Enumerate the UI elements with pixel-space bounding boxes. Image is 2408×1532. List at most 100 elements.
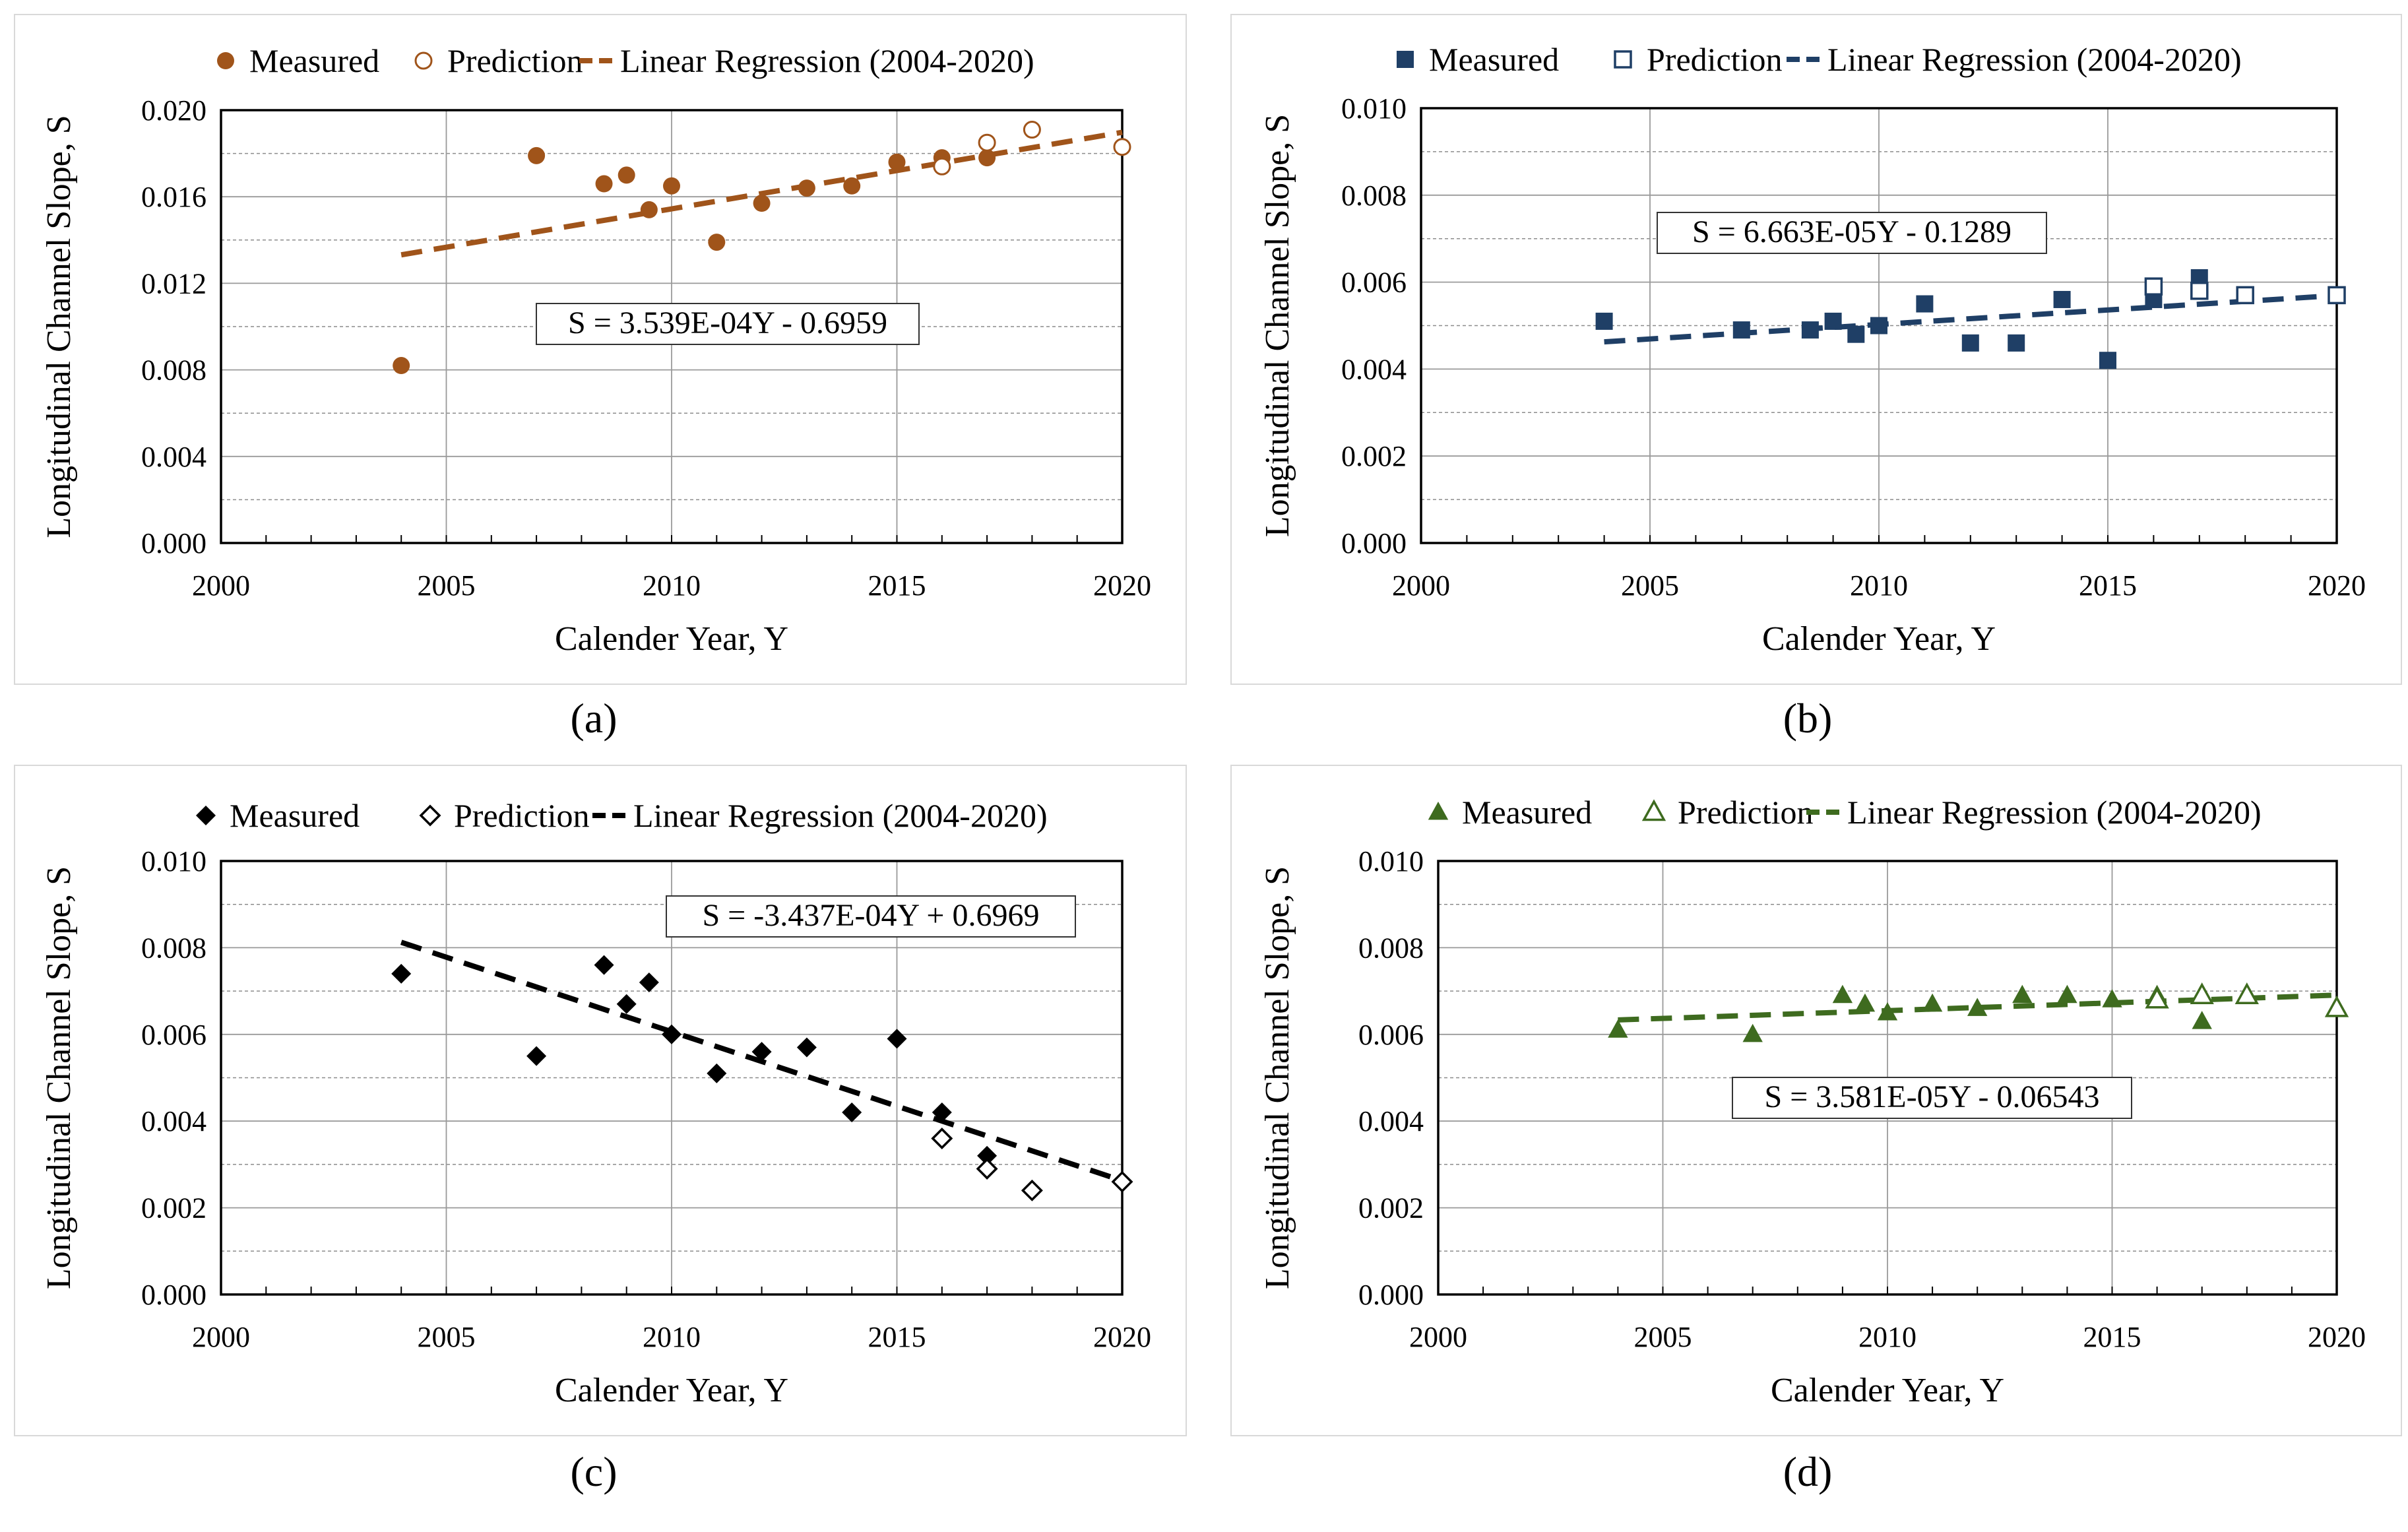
- measured-point: [2099, 352, 2116, 369]
- measured-point: [888, 153, 906, 171]
- x-tick-label: 2015: [868, 1321, 926, 1353]
- y-tick-label: 0.002: [1358, 1192, 1424, 1225]
- measured-point: [2102, 989, 2122, 1007]
- regression-line: [1618, 992, 2337, 1023]
- y-tick-label: 0.016: [141, 181, 206, 213]
- measured-point: [616, 994, 637, 1014]
- y-tick-label: 0.002: [1341, 440, 1407, 472]
- x-axis-label: Calender Year, Y: [555, 1372, 788, 1409]
- measured-point: [1854, 993, 1876, 1012]
- x-tick-label: 2010: [1858, 1321, 1917, 1353]
- equation-box: [1657, 212, 2047, 254]
- legend-measured-marker: [1397, 51, 1414, 68]
- legend-measured-marker: [1428, 802, 1449, 820]
- y-axis-label: Longitudinal Channel Slope, S: [40, 866, 78, 1289]
- legend-measured-label: Measured: [1429, 41, 1559, 78]
- measured-point: [2192, 1011, 2212, 1029]
- measured-point: [843, 177, 861, 195]
- equation-box: [666, 895, 1076, 938]
- x-tick-label: 2005: [1621, 569, 1679, 602]
- x-tick-label: 2010: [643, 1321, 701, 1353]
- measured-point: [393, 357, 410, 375]
- measured-point: [639, 972, 659, 992]
- y-tick-label: 0.012: [141, 267, 206, 300]
- panel-caption: (b): [1783, 695, 1833, 742]
- x-tick-label: 2020: [2308, 1321, 2366, 1353]
- regression-line: [400, 129, 1123, 258]
- prediction-point: [1113, 138, 1131, 156]
- chart-panel-c: 0.000 0.002 0.004 0.006 0.008 0.010 2000 2005 20…: [14, 765, 1187, 1495]
- prediction-point: [976, 1157, 998, 1180]
- legend-regression-label: Linear Regression (2004-2020): [633, 797, 1048, 834]
- measured-point: [594, 955, 614, 975]
- prediction-point: [933, 157, 951, 176]
- x-axis-label: Calender Year, Y: [1771, 1372, 2004, 1409]
- legend-prediction-label: Prediction: [454, 797, 590, 834]
- y-tick-label: 0.004: [141, 1105, 206, 1137]
- prediction-point: [931, 1128, 953, 1149]
- prediction-point: [1021, 1179, 1043, 1201]
- legend-regression-label: Linear Regression (2004-2020): [1847, 794, 2262, 831]
- measured-point: [1732, 321, 1750, 339]
- y-tick-label: 0.000: [1341, 527, 1407, 559]
- measured-point: [1824, 312, 1842, 330]
- x-tick-label: 2020: [1093, 1321, 1151, 1353]
- prediction-point: [2190, 282, 2209, 300]
- legend: Measured Prediction Linear Regression (200…: [196, 797, 1048, 834]
- y-tick-label: 0.000: [1358, 1279, 1424, 1311]
- regression-equation: S = 3.581E-05Y - 0.06543: [1765, 1079, 2100, 1114]
- measured-point: [391, 963, 412, 984]
- plot-area: [220, 109, 1124, 544]
- measured-point: [618, 166, 635, 184]
- measured-point: [640, 201, 658, 218]
- legend-measured-marker: [196, 806, 216, 825]
- measured-point: [978, 149, 996, 167]
- y-axis-label: Longitudinal Channel Slope, S: [40, 115, 78, 538]
- x-tick-label: 2015: [2083, 1321, 2141, 1353]
- x-tick-label: 2005: [1634, 1321, 1692, 1353]
- chart-panel-b: 0.000 0.002 0.004 0.006 0.008 0.010 2000 2005 20…: [1230, 14, 2402, 742]
- legend-prediction-marker: [419, 804, 441, 827]
- measured-point: [751, 1042, 772, 1062]
- legend-prediction-marker: [1641, 799, 1666, 821]
- measured-point: [887, 1029, 907, 1049]
- measured-point: [2012, 984, 2033, 1004]
- x-tick-label: 2000: [192, 569, 250, 602]
- measured-point: [2008, 334, 2025, 352]
- y-tick-label: 0.010: [1358, 845, 1424, 878]
- prediction-point: [2190, 982, 2214, 1004]
- legend-measured-marker: [217, 52, 234, 69]
- prediction-point: [2236, 286, 2254, 305]
- equation-box: [536, 303, 920, 345]
- x-tick-label: 2020: [2308, 569, 2366, 602]
- y-tick-label: 0.000: [141, 527, 206, 559]
- prediction-point: [978, 133, 996, 152]
- y-tick-label: 0.006: [1341, 267, 1407, 299]
- prediction-point: [2234, 982, 2259, 1004]
- panel-caption: (a): [570, 695, 617, 742]
- x-tick-label: 2000: [1409, 1321, 1467, 1353]
- legend-prediction-marker: [1614, 50, 1632, 69]
- measured-point: [1595, 312, 1613, 330]
- legend: Measured Prediction Linear Regression (200…: [1428, 794, 2262, 831]
- prediction-point: [1111, 1170, 1133, 1193]
- chart-panel-d: 0.000 0.002 0.004 0.006 0.008 0.010 2000 2005 20…: [1230, 765, 2402, 1495]
- y-tick-label: 0.004: [1358, 1105, 1424, 1137]
- panel-frame: [14, 14, 1187, 685]
- legend-regression-label: Linear Regression (2004-2020): [620, 42, 1034, 79]
- prediction-point: [2144, 277, 2163, 296]
- y-tick-label: 0.008: [1341, 179, 1407, 212]
- plot-area: [1420, 107, 2338, 544]
- x-tick-label: 2005: [418, 569, 476, 602]
- measured-point: [708, 234, 726, 251]
- legend-prediction-label: Prediction: [1678, 794, 1814, 831]
- legend-measured-label: Measured: [249, 42, 379, 79]
- measured-point: [1742, 1023, 1763, 1042]
- regression-equation: S = -3.437E-04Y + 0.6969: [702, 898, 1039, 933]
- measured-point: [842, 1102, 862, 1123]
- regression-line: [1604, 292, 2337, 345]
- prediction-point: [2328, 286, 2346, 305]
- y-tick-label: 0.020: [141, 94, 206, 127]
- x-tick-label: 2005: [418, 1321, 476, 1353]
- measured-point: [753, 195, 771, 212]
